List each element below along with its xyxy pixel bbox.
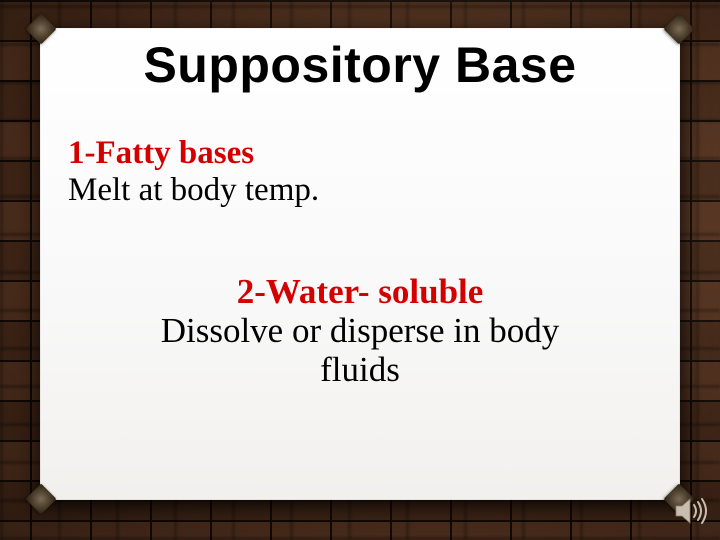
group2-body-line1: Dissolve or disperse in body <box>74 311 646 350</box>
content-group-2: 2-Water- soluble Dissolve or disperse in… <box>40 273 680 389</box>
content-group-1: 1-Fatty bases Melt at body temp. <box>68 136 319 209</box>
group2-heading: 2-Water- soluble <box>74 273 646 311</box>
slide-title: Suppository Base <box>40 28 680 94</box>
slide-panel: Suppository Base 1-Fatty bases Melt at b… <box>40 28 680 500</box>
speaker-icon <box>674 497 708 530</box>
group1-heading: 1-Fatty bases <box>68 136 319 172</box>
group2-body-line2: fluids <box>74 350 646 389</box>
group1-body: Melt at body temp. <box>68 172 319 209</box>
